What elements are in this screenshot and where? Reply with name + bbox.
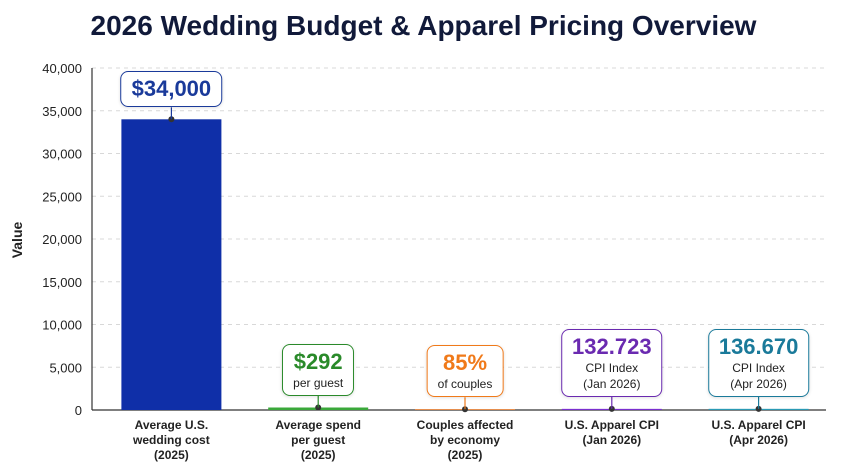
chart-title: 2026 Wedding Budget & Apparel Pricing Ov… <box>90 10 757 41</box>
value-callout: $34,000 <box>120 71 223 108</box>
value-callout: 136.670 CPI Index (Apr 2026) <box>707 328 810 397</box>
value-callout: 85% of couples <box>426 345 504 398</box>
value-callout: $292 per guest <box>282 343 355 396</box>
x-tick-label: U.S. Apparel CPI (Jan 2026) <box>564 418 659 447</box>
y-tick-label: 0 <box>75 403 82 418</box>
value-label: 132.723 <box>572 333 652 359</box>
y-axis-label: Value <box>9 222 25 259</box>
value-label: 85% <box>442 350 488 376</box>
y-tick-label: 25,000 <box>42 189 82 204</box>
y-tick-label: 30,000 <box>42 147 82 162</box>
y-tick-label: 10,000 <box>42 318 82 333</box>
value-callout: 132.723 CPI Index (Jan 2026) <box>561 328 663 397</box>
x-tick-label: Average spend per guest (2025) <box>275 418 361 462</box>
value-note: CPI Index (Apr 2026) <box>730 360 787 391</box>
value-label: 136.670 <box>718 333 799 359</box>
bar <box>121 119 222 411</box>
y-tick-label: 40,000 <box>42 61 82 76</box>
x-tick-label: Couples affected by economy (2025) <box>416 418 514 462</box>
y-tick-label: 15,000 <box>42 275 82 290</box>
value-note: per guest <box>293 375 344 390</box>
x-tick-label: U.S. Apparel CPI (Apr 2026) <box>711 418 806 447</box>
value-label: $292 <box>293 348 343 374</box>
y-tick-label: 20,000 <box>42 232 82 247</box>
y-tick-label: 5,000 <box>49 360 82 375</box>
value-label: $34,000 <box>131 76 212 102</box>
value-note: of couples <box>437 377 493 392</box>
y-tick-label: 35,000 <box>42 104 82 119</box>
x-tick-label: Average U.S. wedding cost (2025) <box>133 418 210 462</box>
value-note: CPI Index (Jan 2026) <box>583 360 641 391</box>
